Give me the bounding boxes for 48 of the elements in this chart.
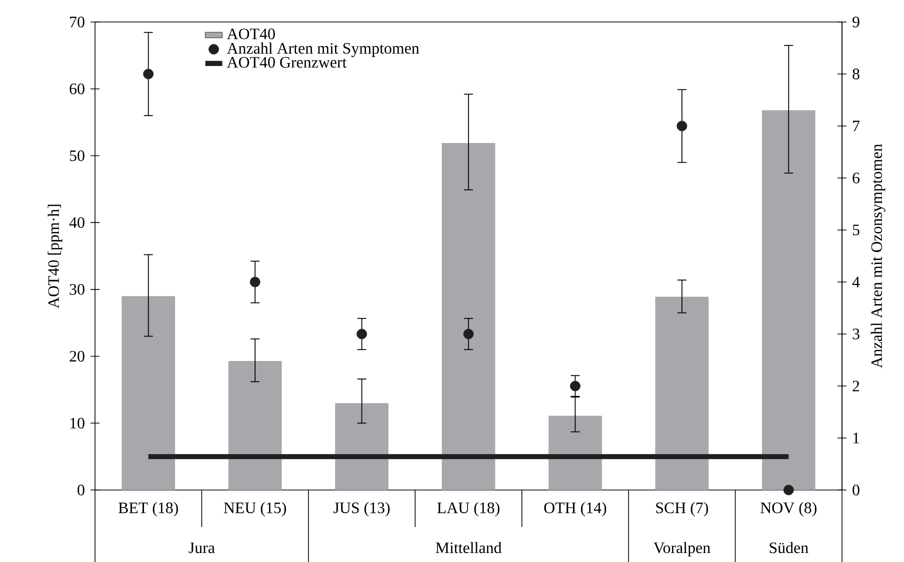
point [143,68,154,80]
point [676,120,688,132]
y2-tick-label: 1 [853,432,860,444]
y2-axis-title: Anzahl Arten mit Ozonsymptomen [870,144,886,368]
bar [122,296,176,490]
text: Voralpen [653,542,710,556]
y2-tick-label: 6 [852,172,860,184]
x-tick-label: BET (18) [118,502,178,516]
bar [548,416,602,490]
bar [335,403,388,490]
bar [762,110,816,490]
x-tick-label: NOV (8) [760,502,816,516]
y2-tick-label: 2 [852,380,860,392]
x-tick-label: JUS (13) [334,502,390,516]
y2-tick-label: 9 [852,16,860,28]
y-tick-label: 50 [70,150,84,162]
point [356,328,367,340]
x-tick-label: OTH (14) [544,502,606,516]
y2-tick-label: 3 [852,328,860,340]
legend-label: AOT40 [226,28,275,40]
y-axis-title: AOT40 [ppm·h] [48,204,62,308]
bar [655,296,709,490]
y-tick-label: 0 [78,484,84,496]
x-tick-label: NEU (15) [224,502,286,516]
legend-label: Anzahl Arten mit Symptomen [226,42,420,57]
x-tick-label: SCH (7) [656,502,708,516]
y-tick-label: 40 [69,217,84,228]
y2-tick-label: 7 [853,120,860,132]
point [250,276,260,288]
x-tick-label: LAU (18) [437,502,500,516]
point [570,380,580,392]
y2-tick-label: 0 [852,484,860,496]
y-tick-label: 60 [70,83,84,94]
y2-tick-label: 8 [852,68,860,80]
y-tick-label: 20 [70,350,84,362]
text: Jura [188,542,215,554]
point [463,328,474,340]
bar [228,360,282,490]
y-tick-label: 70 [70,16,84,28]
y2-tick-label: 5 [852,224,860,236]
text: Mittelland [436,542,502,554]
point [783,484,794,496]
bar [442,143,496,490]
y-tick-label: 30 [70,284,84,295]
legend-label: AOT40 Grenzwert [226,56,347,68]
y2-tick-label: 4 [852,276,860,288]
y-tick-label: 10 [70,418,84,429]
text: Süden [770,542,808,554]
